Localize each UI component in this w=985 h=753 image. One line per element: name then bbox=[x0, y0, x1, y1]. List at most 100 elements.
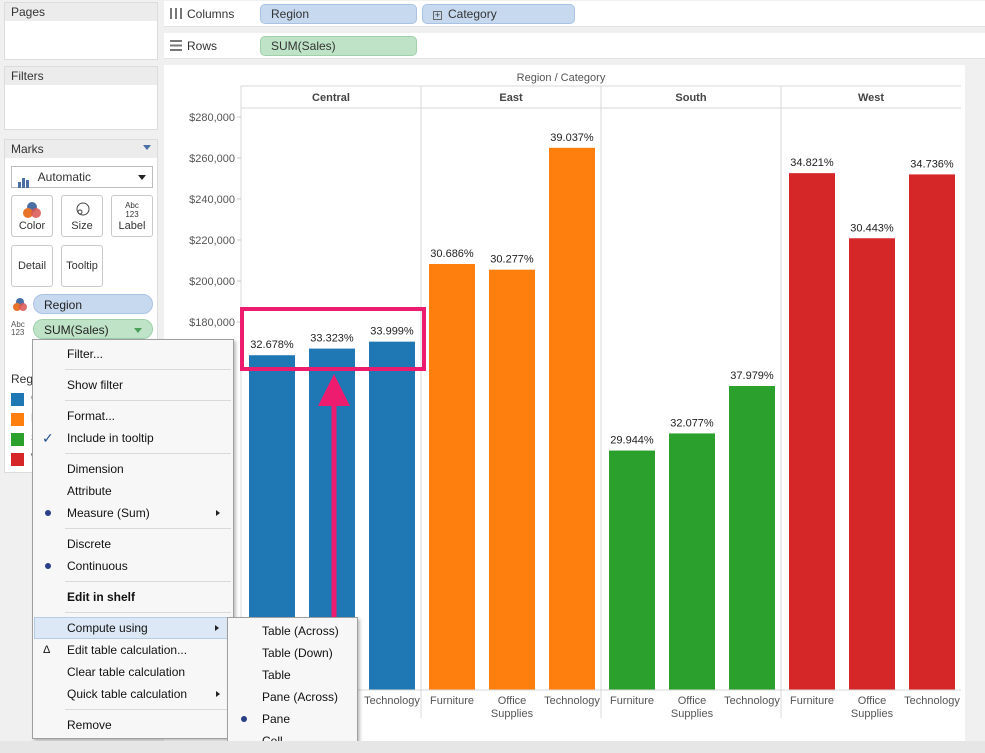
menu-item-include-tooltip[interactable]: ✓ Include in tooltip bbox=[34, 427, 232, 449]
label-glyph-bottom: 123 bbox=[125, 210, 139, 219]
detail-button[interactable]: Detail bbox=[11, 245, 53, 287]
submenu-item-table-across[interactable]: Table (Across) bbox=[229, 620, 357, 642]
tooltip-button[interactable]: Tooltip bbox=[61, 245, 103, 287]
menu-item-filter[interactable]: Filter... bbox=[34, 343, 232, 365]
legend-swatch bbox=[11, 413, 24, 426]
marks-title: Marks bbox=[5, 140, 157, 158]
menu-edit-calc-label: Edit table calculation... bbox=[67, 643, 188, 657]
menu-compute-using-label: Compute using bbox=[67, 621, 148, 635]
data-label: 30.443% bbox=[850, 222, 894, 234]
rows-text: Rows bbox=[187, 39, 218, 53]
category-label: Furniture bbox=[610, 695, 654, 707]
menu-item-attribute[interactable]: Attribute bbox=[34, 480, 232, 502]
menu-filter-label: Filter... bbox=[67, 347, 104, 361]
bar bbox=[369, 341, 415, 690]
menu-item-show-filter[interactable]: Show filter bbox=[34, 374, 232, 396]
category-label: Furniture bbox=[430, 695, 474, 707]
size-label: Size bbox=[71, 220, 93, 232]
rows-label: Rows bbox=[170, 39, 217, 54]
filters-card[interactable]: Filters bbox=[4, 66, 158, 130]
y-tick-label: $180,000 bbox=[189, 317, 235, 329]
submenu-arrow-icon bbox=[215, 625, 219, 631]
menu-item-measure[interactable]: Measure (Sum) bbox=[34, 502, 232, 524]
menu-item-dimension[interactable]: Dimension bbox=[34, 458, 232, 480]
columns-region-pill[interactable]: Region bbox=[260, 4, 417, 24]
menu-item-discrete[interactable]: Discrete bbox=[34, 533, 232, 555]
bar bbox=[729, 386, 775, 690]
region-header: West bbox=[858, 92, 884, 104]
menu-item-continuous[interactable]: Continuous bbox=[34, 555, 232, 577]
submenu-item-table[interactable]: Table bbox=[229, 664, 357, 686]
menu-separator bbox=[65, 453, 231, 454]
color-icon bbox=[12, 201, 52, 222]
pages-title: Pages bbox=[5, 3, 157, 21]
menu-separator bbox=[65, 528, 231, 529]
menu-item-remove[interactable]: Remove bbox=[34, 714, 232, 736]
mark-type-dropdown[interactable]: Automatic bbox=[11, 166, 153, 188]
y-tick-label: $240,000 bbox=[189, 194, 235, 206]
check-icon: ✓ bbox=[42, 430, 54, 446]
pages-card[interactable]: Pages bbox=[4, 2, 158, 60]
expand-plus-icon[interactable]: + bbox=[433, 10, 442, 20]
category-label: Furniture bbox=[790, 695, 834, 707]
menu-include-tooltip-label: Include in tooltip bbox=[67, 431, 154, 445]
columns-label: Columns bbox=[170, 7, 234, 22]
color-label: Color bbox=[18, 220, 46, 232]
menu-item-format[interactable]: Format... bbox=[34, 405, 232, 427]
chevron-down-icon[interactable] bbox=[134, 328, 142, 333]
data-label: 29.944% bbox=[610, 435, 654, 447]
data-label: 32.077% bbox=[670, 417, 714, 429]
menu-separator bbox=[65, 709, 231, 710]
radio-selected-icon bbox=[45, 563, 51, 569]
legend-title: Regi bbox=[11, 372, 36, 386]
submenu-arrow-icon bbox=[216, 691, 220, 697]
columns-shelf[interactable]: Columns Region + Category bbox=[164, 1, 985, 27]
label-button[interactable]: Abc 123 Label bbox=[111, 195, 153, 237]
menu-item-edit-shelf[interactable]: Edit in shelf bbox=[34, 586, 232, 608]
menu-separator bbox=[65, 369, 231, 370]
menu-item-quick-calc[interactable]: Quick table calculation bbox=[34, 683, 232, 705]
color-button[interactable]: Color bbox=[11, 195, 53, 237]
menu-item-clear-calc[interactable]: Clear table calculation bbox=[34, 661, 232, 683]
marks-menu-caret-icon[interactable] bbox=[143, 145, 151, 150]
submenu-item-pane-across[interactable]: Pane (Across) bbox=[229, 686, 357, 708]
data-label: 33.323% bbox=[310, 333, 354, 345]
data-label: 34.736% bbox=[910, 158, 954, 170]
rows-shelf[interactable]: Rows SUM(Sales) bbox=[164, 33, 985, 59]
menu-item-edit-calc[interactable]: Δ Edit table calculation... bbox=[34, 639, 232, 661]
category-label: Technology bbox=[724, 695, 780, 707]
menu-edit-shelf-label: Edit in shelf bbox=[67, 590, 136, 604]
menu-item-compute-using[interactable]: Compute using bbox=[34, 617, 232, 639]
columns-category-pill[interactable]: + Category bbox=[422, 4, 575, 24]
submenu-item-table-down[interactable]: Table (Down) bbox=[229, 642, 357, 664]
color-region-pill[interactable]: Region bbox=[33, 294, 153, 314]
submenu-label: Pane bbox=[262, 712, 291, 726]
compute-using-submenu: Table (Across) Table (Down) Table Pane (… bbox=[227, 617, 358, 753]
menu-continuous-label: Continuous bbox=[67, 559, 128, 573]
legend-swatch bbox=[11, 393, 24, 406]
bar bbox=[549, 147, 595, 691]
legend-swatch bbox=[11, 433, 24, 446]
bar bbox=[609, 450, 655, 690]
rows-sales-pill[interactable]: SUM(Sales) bbox=[260, 36, 417, 56]
y-tick-label: $280,000 bbox=[189, 112, 235, 124]
tooltip-label: Tooltip bbox=[66, 260, 98, 272]
columns-region-text: Region bbox=[271, 7, 310, 21]
category-label: Supplies bbox=[491, 708, 534, 720]
size-button[interactable]: Size bbox=[61, 195, 103, 237]
category-label: Technology bbox=[544, 695, 600, 707]
submenu-item-pane[interactable]: Pane bbox=[229, 708, 357, 730]
y-tick-label: $260,000 bbox=[189, 153, 235, 165]
bar-chart-icon bbox=[18, 168, 30, 188]
menu-separator bbox=[65, 612, 231, 613]
menu-discrete-label: Discrete bbox=[67, 537, 112, 551]
region-header: East bbox=[499, 92, 523, 104]
category-label: Technology bbox=[364, 695, 420, 707]
view-area[interactable]: Region / Category $180,000 $200,000 $220,00… bbox=[164, 65, 965, 753]
menu-show-filter-label: Show filter bbox=[67, 378, 124, 392]
columns-text: Columns bbox=[187, 7, 235, 21]
label-sales-pill[interactable]: SUM(Sales) bbox=[33, 319, 153, 339]
menu-separator bbox=[65, 400, 231, 401]
y-tick-label: $220,000 bbox=[189, 235, 235, 247]
region-header: South bbox=[675, 92, 706, 104]
